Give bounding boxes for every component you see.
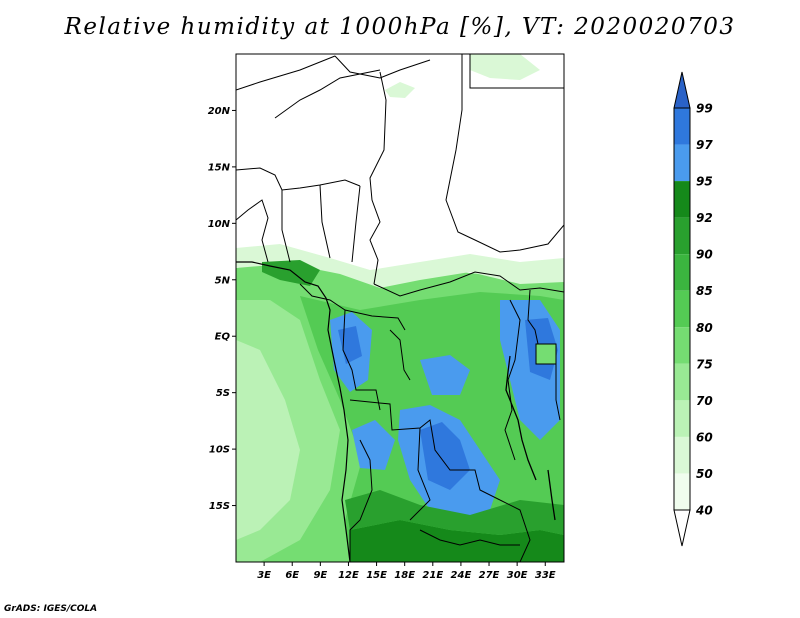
lon-tick-label: 15E bbox=[366, 570, 387, 581]
lon-tick-label: 27E bbox=[479, 570, 500, 581]
colorbar-bottom-arrow bbox=[673, 509, 691, 547]
lon-tick-label: 6E bbox=[285, 570, 299, 581]
lat-tick-label: 5S bbox=[216, 388, 230, 399]
colorbar-label: 95 bbox=[696, 175, 713, 189]
colorbar-swatch bbox=[674, 436, 690, 474]
colorbar: 99 97 95 92 90 85 80 75 70 60 50 40 bbox=[673, 71, 713, 547]
colorbar-swatch bbox=[674, 290, 690, 328]
colorbar-label: 75 bbox=[696, 357, 713, 371]
colorbar-frame bbox=[673, 107, 691, 511]
lon-tick-label: 33E bbox=[535, 570, 556, 581]
colorbar-label: 50 bbox=[696, 467, 713, 481]
humidity-region-95-e bbox=[352, 420, 395, 470]
colorbar-swatch bbox=[674, 400, 690, 437]
humidity-region-ocean-60 bbox=[236, 340, 300, 540]
colorbar-label: 70 bbox=[696, 394, 713, 408]
map-frame bbox=[235, 53, 565, 563]
colorbar-swatch bbox=[674, 108, 690, 145]
humidity-region-90-south bbox=[345, 490, 564, 535]
lon-tick-label: 9E bbox=[313, 570, 327, 581]
colorbar-label: 92 bbox=[696, 211, 713, 225]
lon-tick-label: 21E bbox=[422, 570, 443, 581]
map-panel bbox=[236, 54, 564, 562]
country-borders bbox=[236, 54, 564, 562]
great-rift-lakes bbox=[505, 355, 556, 521]
colorbar-label: 60 bbox=[696, 430, 713, 444]
lon-tick-label: 12E bbox=[338, 570, 359, 581]
colorbar-label: 85 bbox=[696, 284, 713, 298]
latitude-axis: 20N 15N 10N 5N EQ 5S 10S 15S bbox=[208, 106, 236, 512]
colorbar-swatch bbox=[674, 327, 690, 364]
colorbar-swatch bbox=[674, 144, 690, 182]
lat-tick-label: 15S bbox=[209, 501, 230, 512]
lon-tick-label: 18E bbox=[394, 570, 415, 581]
humidity-region-92-south bbox=[350, 520, 564, 562]
grads-credit: GrADS: IGES/COLA bbox=[4, 604, 98, 614]
colorbar-swatch bbox=[674, 363, 690, 401]
humidity-region-95-d bbox=[420, 355, 470, 395]
lat-tick-label: 5N bbox=[215, 275, 231, 286]
colorbar-label: 97 bbox=[696, 138, 713, 152]
humidity-region-north-patch-2 bbox=[385, 82, 415, 98]
colorbar-swatch bbox=[674, 181, 690, 218]
lat-tick-label: EQ bbox=[215, 332, 231, 343]
lat-tick-label: 15N bbox=[208, 162, 231, 173]
humidity-region-40 bbox=[236, 244, 564, 288]
lat-tick-label: 10N bbox=[208, 219, 231, 230]
colorbar-top-arrow bbox=[673, 71, 691, 109]
lake-victoria-outline bbox=[535, 343, 557, 365]
humidity-contour-fill bbox=[236, 54, 564, 562]
colorbar-swatch bbox=[674, 217, 690, 255]
humidity-region-coastal-90 bbox=[262, 260, 320, 286]
lon-tick-label: 24E bbox=[451, 570, 472, 581]
colorbar-label: 99 bbox=[696, 102, 713, 116]
colorbar-swatch bbox=[674, 473, 690, 510]
longitude-axis: 3E 6E 9E 12E 15E 18E 21E 24E 27E 30E 33E bbox=[257, 562, 556, 581]
lat-tick-label: 20N bbox=[208, 106, 231, 117]
lon-tick-label: 3E bbox=[257, 570, 271, 581]
humidity-region-north-patch bbox=[470, 54, 540, 80]
lake-victoria bbox=[535, 343, 557, 365]
chart-title: Relative humidity at 1000hPa [%], VT: 20… bbox=[64, 14, 736, 40]
colorbar-label: 90 bbox=[696, 248, 713, 262]
lat-tick-label: 10S bbox=[209, 445, 230, 456]
colorbar-label: 80 bbox=[696, 321, 713, 335]
coastline bbox=[236, 261, 351, 562]
colorbar-label: 40 bbox=[695, 504, 713, 518]
humidity-region-97-a bbox=[420, 422, 470, 490]
lon-tick-label: 30E bbox=[507, 570, 528, 581]
colorbar-swatch bbox=[674, 254, 690, 291]
